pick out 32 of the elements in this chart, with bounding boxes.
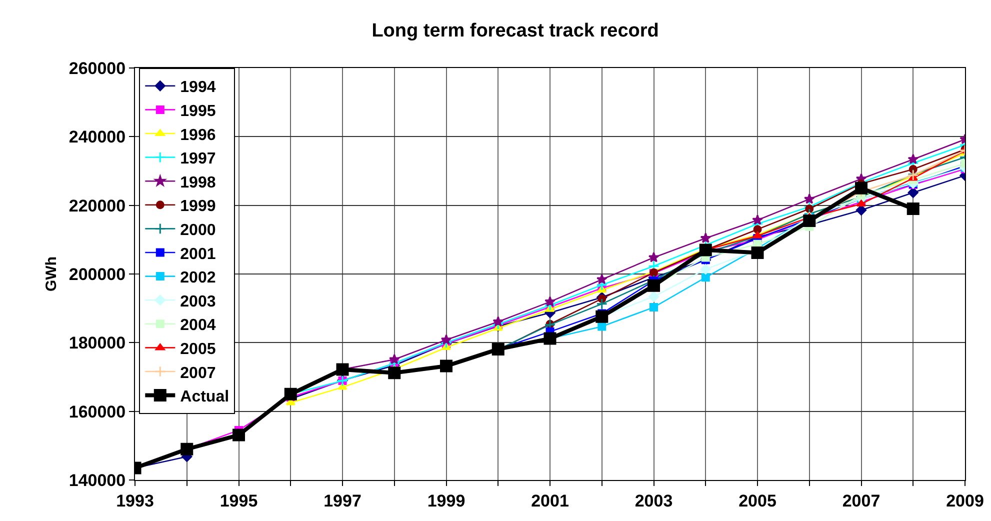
x-tick-label: 2009 bbox=[946, 491, 984, 510]
legend-label: 2004 bbox=[180, 317, 216, 334]
legend-label: 1998 bbox=[180, 174, 216, 192]
legend-label: 2000 bbox=[180, 222, 216, 239]
x-tick-label: 2007 bbox=[842, 491, 880, 510]
y-axis-title: GWh bbox=[43, 256, 60, 292]
x-tick-label: 2001 bbox=[531, 491, 569, 510]
legend-label: 2007 bbox=[180, 364, 216, 382]
legend-label: 2001 bbox=[180, 246, 216, 263]
legend-label: 1994 bbox=[180, 79, 216, 96]
y-tick-label: 160000 bbox=[68, 402, 126, 422]
legend-label: 2003 bbox=[180, 293, 216, 310]
legend-label: 2002 bbox=[180, 270, 216, 287]
legend-label: 2005 bbox=[180, 340, 216, 358]
legend-label: 1996 bbox=[180, 126, 216, 144]
legend-label: 1997 bbox=[180, 150, 216, 168]
legend-label: 1995 bbox=[180, 102, 216, 120]
y-tick-label: 200000 bbox=[68, 264, 126, 284]
y-tick-label: 180000 bbox=[68, 334, 126, 353]
x-tick-label: 1999 bbox=[427, 491, 466, 510]
x-tick-label: 1993 bbox=[116, 491, 154, 510]
legend-label: Actual bbox=[180, 388, 230, 406]
y-tick-label: 140000 bbox=[68, 470, 126, 490]
x-tick-label: 2003 bbox=[634, 491, 673, 510]
y-tick-label: 240000 bbox=[68, 128, 126, 147]
x-tick-label: 1997 bbox=[324, 491, 362, 510]
x-tick-label: 1995 bbox=[220, 491, 258, 510]
chart-title: Long term forecast track record bbox=[372, 20, 659, 42]
y-tick-label: 260000 bbox=[68, 58, 126, 78]
legend-label: 1999 bbox=[180, 198, 216, 216]
x-tick-label: 2005 bbox=[738, 491, 776, 510]
y-tick-label: 220000 bbox=[68, 196, 126, 216]
